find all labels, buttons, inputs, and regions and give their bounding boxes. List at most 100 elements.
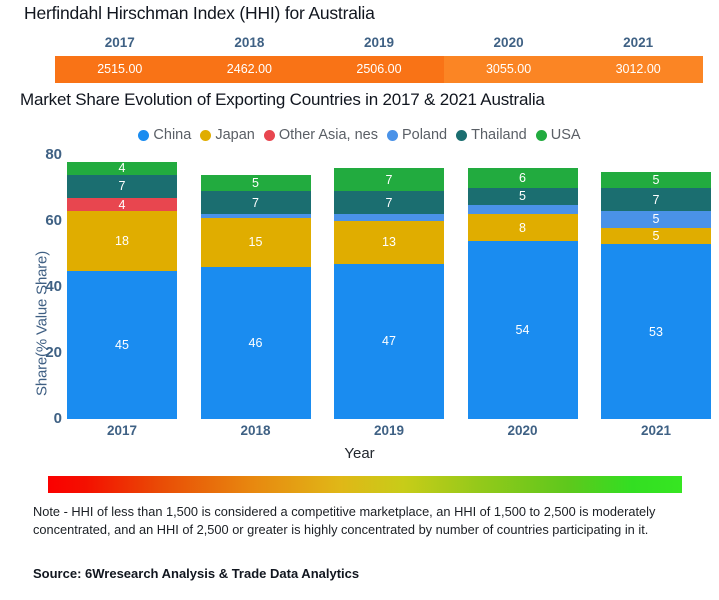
bar-value-label: 18 <box>115 233 129 248</box>
x-tick-2017: 2017 <box>106 423 138 438</box>
hhi-title: Herfindahl Hirschman Index (HHI) for Aus… <box>24 3 375 23</box>
bar-segment-china[interactable]: 46 <box>200 267 311 419</box>
hhi-value-2020: 3055.00 <box>443 56 574 83</box>
bar-segment-poland[interactable]: 5 <box>601 211 711 228</box>
legend-label: China <box>153 127 192 143</box>
bar-segment-usa[interactable]: 7 <box>334 168 444 192</box>
bar-value-label: 54 <box>515 322 530 337</box>
bar-column-2018[interactable]: 46 15 7 5 <box>200 155 311 419</box>
bar-stack: 46 15 7 5 <box>200 174 311 419</box>
legend-swatch-icon <box>535 129 547 141</box>
legend-item-other-asia-nes[interactable]: Other Asia, nes <box>263 127 378 143</box>
bar-value-label: 47 <box>382 334 396 349</box>
bar-value-label: 7 <box>385 195 393 210</box>
bar-column-2019[interactable]: 47 13 7 7 <box>334 155 444 419</box>
bar-segment-usa[interactable]: 4 <box>67 161 177 175</box>
x-axis-label: Year <box>344 445 375 462</box>
bar-value-label: 7 <box>252 195 259 210</box>
stacked-bar-chart: Share(% Value Share) 0 20 40 60 80 45 18 4 7 4 20… <box>0 146 719 462</box>
bar-value-label: 15 <box>248 235 263 250</box>
bar-segment-japan[interactable]: 15 <box>200 217 311 268</box>
legend-swatch-icon <box>386 129 398 141</box>
hhi-year-2021: 2021 <box>623 35 654 50</box>
bar-value-label: 53 <box>649 324 663 339</box>
bar-segment-usa[interactable]: 6 <box>467 168 578 189</box>
bar-value-label: 5 <box>519 189 526 204</box>
hhi-year-header-row: 2017 2018 2019 2020 2021 <box>55 33 703 53</box>
legend-item-thailand[interactable]: Thailand <box>456 127 527 143</box>
bar-segment-japan[interactable]: 8 <box>467 214 578 241</box>
hhi-value-2021: 3012.00 <box>573 56 703 83</box>
legend-swatch-icon <box>263 129 275 141</box>
legend-label: Poland <box>401 127 448 143</box>
bar-segment-china[interactable]: 47 <box>334 263 444 419</box>
legend-swatch-icon <box>138 129 150 141</box>
bar-segment-japan[interactable]: 5 <box>601 227 711 245</box>
legend-item-poland[interactable]: Poland <box>386 127 448 143</box>
legend-label: Japan <box>215 127 255 143</box>
bar-value-label: 5 <box>652 212 660 227</box>
bar-segment-thailand[interactable]: 7 <box>67 174 177 198</box>
bar-segment-china[interactable]: 54 <box>467 240 578 419</box>
bar-segment-china[interactable]: 45 <box>67 270 177 419</box>
y-tick-0: 0 <box>53 410 62 427</box>
legend-swatch-icon <box>200 129 212 141</box>
bar-column-2021[interactable]: 53 5 5 7 5 <box>601 155 711 419</box>
hhi-year-2020: 2020 <box>493 35 524 50</box>
bar-value-label: 45 <box>115 337 129 352</box>
bar-stack: 45 18 4 7 4 <box>67 161 177 419</box>
hhi-year-2018: 2018 <box>234 35 265 50</box>
bar-group: 45 18 4 7 4 2017 46 15 7 5 2018 47 13 7 7 2019 54 8 5 6 2020… <box>67 155 711 438</box>
bar-segment-japan[interactable]: 13 <box>334 221 444 264</box>
bar-value-label: 46 <box>248 336 263 351</box>
footer-source: Source: 6Wresearch Analysis & Trade Data… <box>33 566 360 581</box>
bar-stack: 54 8 5 6 <box>467 168 578 419</box>
bar-stack: 47 13 7 7 <box>334 168 444 419</box>
bar-value-label: 7 <box>385 172 393 187</box>
legend-label: Thailand <box>471 127 527 143</box>
legend-label: USA <box>550 127 581 143</box>
hhi-value-row: 2515.00 2462.00 2506.00 3055.00 3012.00 <box>55 56 703 83</box>
bar-segment-thailand[interactable]: 7 <box>334 191 444 215</box>
bar-value-label: 4 <box>118 161 126 175</box>
hhi-year-2019: 2019 <box>363 35 394 50</box>
bar-segment-thailand[interactable]: 7 <box>200 191 311 215</box>
bar-segment-thailand[interactable]: 7 <box>601 188 711 212</box>
hhi-gradient-scale <box>48 476 682 493</box>
bar-value-label: 7 <box>118 179 126 194</box>
bar-segment-poland[interactable] <box>200 214 311 218</box>
legend-label: Other Asia, nes <box>278 127 378 143</box>
x-tick-2018: 2018 <box>240 423 271 438</box>
legend-item-usa[interactable]: USA <box>535 127 581 143</box>
hhi-value-2017: 2515.00 <box>97 62 143 76</box>
bar-stack: 53 5 5 7 5 <box>601 171 711 419</box>
bar-value-label: 4 <box>118 197 126 212</box>
hhi-value-2018: 2462.00 <box>226 62 272 76</box>
bar-segment-poland[interactable] <box>334 214 444 222</box>
bar-value-label: 5 <box>252 176 259 191</box>
bar-segment-japan[interactable]: 18 <box>67 211 177 271</box>
bar-value-label: 5 <box>652 228 660 243</box>
y-tick-40: 40 <box>45 278 62 295</box>
legend-item-china[interactable]: China <box>138 127 191 143</box>
bar-value-label: 6 <box>519 171 526 186</box>
bar-segment-thailand[interactable]: 5 <box>467 188 578 205</box>
bar-segment-usa[interactable]: 5 <box>601 171 711 189</box>
bar-column-2017[interactable]: 45 18 4 7 4 <box>67 155 177 419</box>
footer-note: Note - HHI of less than 1,500 is conside… <box>33 504 656 537</box>
y-tick-60: 60 <box>45 212 62 229</box>
x-tick-2020: 2020 <box>507 423 538 438</box>
legend-swatch-icon <box>456 129 468 141</box>
bar-value-label: 8 <box>519 220 526 235</box>
bar-segment-other-asia-nes[interactable]: 4 <box>67 197 177 212</box>
bar-segment-usa[interactable]: 5 <box>200 174 311 192</box>
hhi-value-2019: 2506.00 <box>356 62 402 76</box>
legend-item-japan[interactable]: Japan <box>200 127 255 143</box>
x-tick-2021: 2021 <box>640 423 672 438</box>
hhi-year-2017: 2017 <box>104 35 135 50</box>
bar-column-2020[interactable]: 54 8 5 6 <box>467 155 578 419</box>
x-tick-2019: 2019 <box>373 423 405 438</box>
bar-segment-poland[interactable] <box>467 204 578 215</box>
bar-segment-china[interactable]: 53 <box>601 244 711 419</box>
y-tick-20: 20 <box>45 344 62 361</box>
